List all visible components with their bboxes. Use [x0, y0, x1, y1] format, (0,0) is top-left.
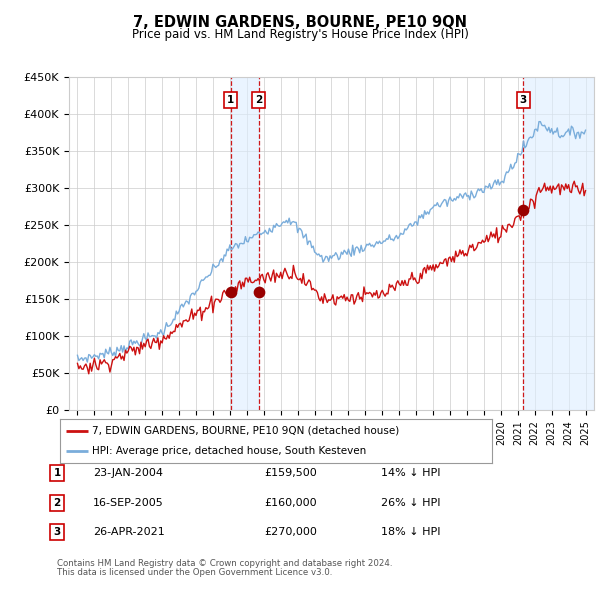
Text: 26% ↓ HPI: 26% ↓ HPI: [381, 498, 440, 507]
Text: 14% ↓ HPI: 14% ↓ HPI: [381, 468, 440, 478]
Bar: [523, 77, 594, 410]
Text: 3: 3: [520, 96, 527, 106]
Text: 7, EDWIN GARDENS, BOURNE, PE10 9QN (detached house): 7, EDWIN GARDENS, BOURNE, PE10 9QN (deta…: [92, 426, 400, 436]
Text: 1: 1: [53, 468, 61, 478]
Text: 7, EDWIN GARDENS, BOURNE, PE10 9QN: 7, EDWIN GARDENS, BOURNE, PE10 9QN: [133, 15, 467, 30]
Text: £160,000: £160,000: [264, 498, 317, 507]
Text: £159,500: £159,500: [264, 468, 317, 478]
Text: 18% ↓ HPI: 18% ↓ HPI: [381, 527, 440, 537]
Point: [226, 287, 236, 297]
Text: 23-JAN-2004: 23-JAN-2004: [93, 468, 163, 478]
Bar: [231, 77, 259, 410]
Text: 2: 2: [53, 498, 61, 507]
Text: Price paid vs. HM Land Registry's House Price Index (HPI): Price paid vs. HM Land Registry's House …: [131, 28, 469, 41]
Text: 16-SEP-2005: 16-SEP-2005: [93, 498, 164, 507]
Text: 1: 1: [227, 96, 235, 106]
Text: £270,000: £270,000: [264, 527, 317, 537]
Text: 2: 2: [255, 96, 262, 106]
Point: [518, 205, 528, 215]
Text: HPI: Average price, detached house, South Kesteven: HPI: Average price, detached house, Sout…: [92, 446, 367, 456]
Text: 26-APR-2021: 26-APR-2021: [93, 527, 165, 537]
Text: Contains HM Land Registry data © Crown copyright and database right 2024.: Contains HM Land Registry data © Crown c…: [57, 559, 392, 568]
Text: 3: 3: [53, 527, 61, 537]
Text: This data is licensed under the Open Government Licence v3.0.: This data is licensed under the Open Gov…: [57, 568, 332, 577]
Point: [254, 287, 263, 296]
